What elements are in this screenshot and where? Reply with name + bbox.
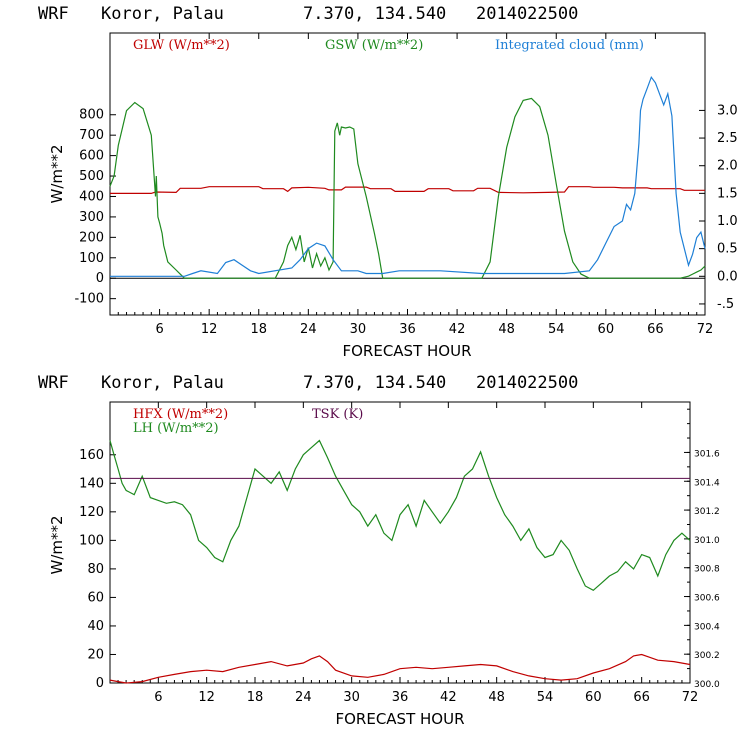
y2-tick-label: 300.4 xyxy=(694,622,720,632)
x-tick-label: 36 xyxy=(399,322,416,337)
top-header-coords: 7.370, 134.540 xyxy=(303,4,446,24)
bottom-y2-ticks: 300.0 300.2 300.4 300.6 300.8 301.0 301.2 301.4… xyxy=(684,408,720,690)
y-tick-label: 80 xyxy=(87,562,104,577)
x-tick-label: 72 xyxy=(682,690,699,705)
x-tick-label: 12 xyxy=(201,322,218,337)
y-tick-label: 140 xyxy=(79,476,104,491)
bottom-y-ticks: 0 20 40 60 80 100 120 140 160 xyxy=(79,448,116,691)
x-tick-label: 18 xyxy=(247,690,264,705)
x-tick-label: 66 xyxy=(633,690,650,705)
glw-line xyxy=(110,186,705,194)
x-tick-label: 36 xyxy=(392,690,409,705)
bottom-header-model: WRF xyxy=(38,373,69,393)
y-tick-label: 60 xyxy=(87,590,104,605)
x-tick-label: 48 xyxy=(498,322,515,337)
top-chart: WRF Koror, Palau 7.370, 134.540 20140225… xyxy=(38,4,738,360)
x-tick-label: 48 xyxy=(488,690,505,705)
y2-tick-label: 301.6 xyxy=(694,449,720,459)
y-tick-label: -100 xyxy=(74,292,104,307)
cloud-line xyxy=(110,75,706,277)
top-header-location: Koror, Palau xyxy=(101,4,224,24)
x-tick-label: 24 xyxy=(300,322,317,337)
y-tick-label: 300 xyxy=(79,210,104,225)
x-tick-label: 42 xyxy=(449,322,466,337)
y-tick-label: 600 xyxy=(79,149,104,164)
y-tick-label: 40 xyxy=(87,619,104,634)
y-tick-label: 160 xyxy=(79,448,104,463)
y2-tick-label: 0.5 xyxy=(717,242,738,257)
y-tick-label: 100 xyxy=(79,533,104,548)
gsw-line xyxy=(109,97,706,279)
y2-tick-label: 2.5 xyxy=(717,131,738,146)
top-plot-frame xyxy=(109,32,706,316)
y2-tick-label: 300.6 xyxy=(694,594,720,604)
y-tick-label: 200 xyxy=(79,230,104,245)
bottom-header-location: Koror, Palau xyxy=(101,373,224,393)
y2-tick-label: -.5 xyxy=(717,297,734,312)
y-tick-label: 800 xyxy=(79,108,104,123)
bottom-x-axis-label: FORECAST HOUR xyxy=(335,710,464,728)
y-tick-label: 0 xyxy=(96,271,104,286)
legend-hfx: HFX (W/m**2) xyxy=(133,407,228,422)
bottom-chart: WRF Koror, Palau 7.370, 134.540 20140225… xyxy=(38,373,720,728)
top-header-model: WRF xyxy=(38,4,69,24)
y2-tick-label: 1.5 xyxy=(717,186,738,201)
x-tick-label: 60 xyxy=(585,690,602,705)
x-tick-label: 60 xyxy=(598,322,615,337)
y2-tick-label: 300.2 xyxy=(694,651,720,661)
top-y-ticks: -100 0 100 200 300 400 500 600 700 800 xyxy=(74,108,116,307)
y-tick-label: 700 xyxy=(79,128,104,143)
top-y2-ticks: -.5 0.0 0.5 1.0 1.5 2.0 2.5 3.0 xyxy=(699,103,738,312)
y2-tick-label: 301.2 xyxy=(694,507,720,517)
bottom-x-ticks: 6 12 18 24 30 36 42 48 54 60 66 72 xyxy=(117,402,699,705)
hfx-line xyxy=(109,653,691,684)
y2-tick-label: 3.0 xyxy=(717,103,738,118)
y-tick-label: 20 xyxy=(87,647,104,662)
y-tick-label: 100 xyxy=(79,251,104,266)
x-tick-label: 6 xyxy=(155,322,163,337)
y2-tick-label: 300.0 xyxy=(694,680,720,690)
x-tick-label: 12 xyxy=(198,690,215,705)
x-tick-label: 54 xyxy=(537,690,554,705)
legend-tsk: TSK (K) xyxy=(312,407,363,422)
top-y-axis-label: W/m**2 xyxy=(48,144,66,203)
lh-line xyxy=(109,439,691,592)
x-tick-label: 42 xyxy=(440,690,457,705)
y2-tick-label: 300.8 xyxy=(694,565,720,575)
legend-glw: GLW (W/m**2) xyxy=(133,38,230,53)
y2-tick-label: 0.0 xyxy=(717,269,738,284)
x-tick-label: 6 xyxy=(154,690,162,705)
x-tick-label: 30 xyxy=(343,690,360,705)
x-tick-label: 72 xyxy=(697,322,714,337)
y2-tick-label: 2.0 xyxy=(717,159,738,174)
x-tick-label: 66 xyxy=(647,322,664,337)
legend-lh: LH (W/m**2) xyxy=(133,421,219,436)
y2-tick-label: 301.4 xyxy=(694,478,720,488)
legend-gsw: GSW (W/m**2) xyxy=(325,38,423,53)
x-tick-label: 18 xyxy=(250,322,267,337)
top-header-init: 2014022500 xyxy=(476,4,578,24)
x-tick-label: 24 xyxy=(295,690,312,705)
y-tick-label: 120 xyxy=(79,505,104,520)
y-tick-label: 500 xyxy=(79,169,104,184)
bottom-header-init: 2014022500 xyxy=(476,373,578,393)
bottom-plot-frame xyxy=(109,401,691,684)
bottom-header-coords: 7.370, 134.540 xyxy=(303,373,446,393)
x-tick-label: 54 xyxy=(548,322,565,337)
bottom-y-axis-label: W/m**2 xyxy=(48,515,66,574)
y2-tick-label: 301.0 xyxy=(694,536,720,546)
y-tick-label: 0 xyxy=(96,676,104,691)
legend-cloud: Integrated cloud (mm) xyxy=(495,38,644,53)
y-tick-label: 400 xyxy=(79,189,104,204)
top-x-axis-label: FORECAST HOUR xyxy=(342,342,471,360)
top-x-ticks: 6 12 18 24 30 36 42 48 54 60 66 72 xyxy=(117,33,714,337)
x-tick-label: 30 xyxy=(350,322,367,337)
y2-tick-label: 1.0 xyxy=(717,214,738,229)
